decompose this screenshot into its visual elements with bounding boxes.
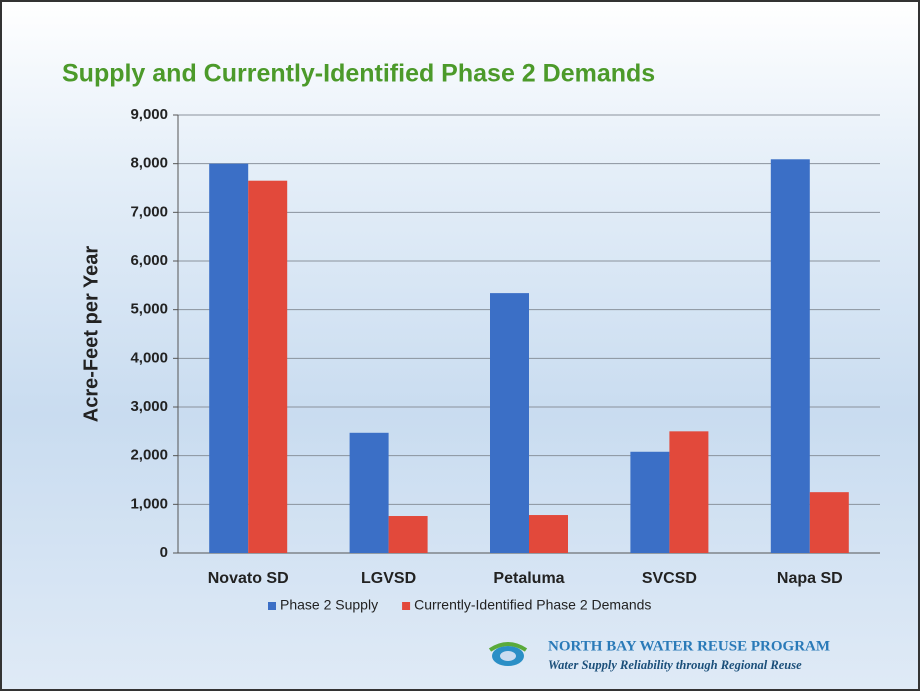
y-tick-label: 7,000 [130,203,168,220]
x-tick-label: Novato SD [208,570,289,587]
y-tick-label: 2,000 [130,447,168,464]
bar [248,180,288,553]
x-tick-label: Napa SD [777,570,843,587]
legend-swatch [268,602,276,610]
bar [669,431,709,553]
x-tick-label: Petaluma [493,570,564,587]
bar [349,432,389,553]
y-tick-label: 3,000 [130,398,168,415]
bar [630,451,670,553]
footer-tagline: Water Supply Reliability through Regiona… [548,658,802,672]
x-tick-label: LGVSD [361,570,416,587]
x-tick-label: SVCSD [642,570,697,587]
y-tick-label: 6,000 [130,252,168,269]
bar [770,159,810,553]
y-tick-label: 0 [160,544,168,561]
bar [388,516,428,553]
legend-label: Currently-Identified Phase 2 Demands [414,597,651,613]
y-tick-label: 8,000 [130,155,168,172]
y-tick-label: 5,000 [130,301,168,318]
bar [529,515,568,553]
chart-title: Supply and Currently-Identified Phase 2 … [62,60,655,88]
bar [209,163,249,553]
legend-label: Phase 2 Supply [280,597,378,613]
legend-swatch [402,602,411,610]
y-tick-label: 1,000 [130,495,168,512]
footer-program: NORTH BAY WATER REUSE PROGRAM [548,638,830,654]
bar [490,293,529,553]
y-tick-label: 9,000 [130,106,168,123]
logo [488,642,528,666]
y-tick-label: 4,000 [130,349,168,366]
y-axis-label: Acre-Feet per Year [80,246,102,423]
bar [809,492,849,553]
